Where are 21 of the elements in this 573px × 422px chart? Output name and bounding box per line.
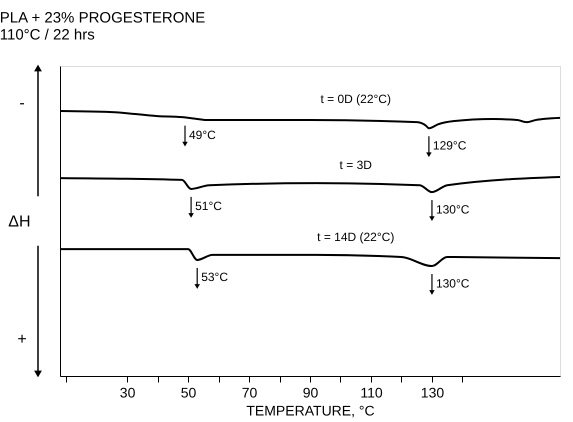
text: + [17, 330, 27, 348]
series-label: t = 0D (22°C) [320, 92, 391, 106]
series-label: t = 14D (22°C) [317, 230, 394, 244]
chart-subtitle: 110°C / 22 hrs [0, 26, 95, 44]
annotation: 130°C [436, 202, 470, 216]
y-axis-title: ΔH [8, 214, 30, 230]
annotation: 51°C [195, 199, 222, 214]
series-label: t = 3D [340, 158, 372, 172]
chart-title: PLA + 23% PROGESTERONE [0, 10, 206, 27]
annotation: 53°C [201, 270, 228, 284]
x-tick-label: 50 [180, 384, 197, 400]
text: - [19, 95, 25, 112]
x-tick-label: 110 [360, 384, 383, 400]
x-tick-label: 130 [420, 384, 444, 400]
x-tick-label: 70 [242, 384, 258, 400]
annotation: 129°C [432, 138, 467, 152]
annotation: 130°C [436, 276, 470, 290]
annotation: 49°C [189, 128, 216, 142]
x-axis-title: TEMPERATURE, °C [246, 402, 375, 418]
x-tick-label: 90 [302, 384, 318, 400]
x-tick-label: 30 [120, 384, 136, 400]
